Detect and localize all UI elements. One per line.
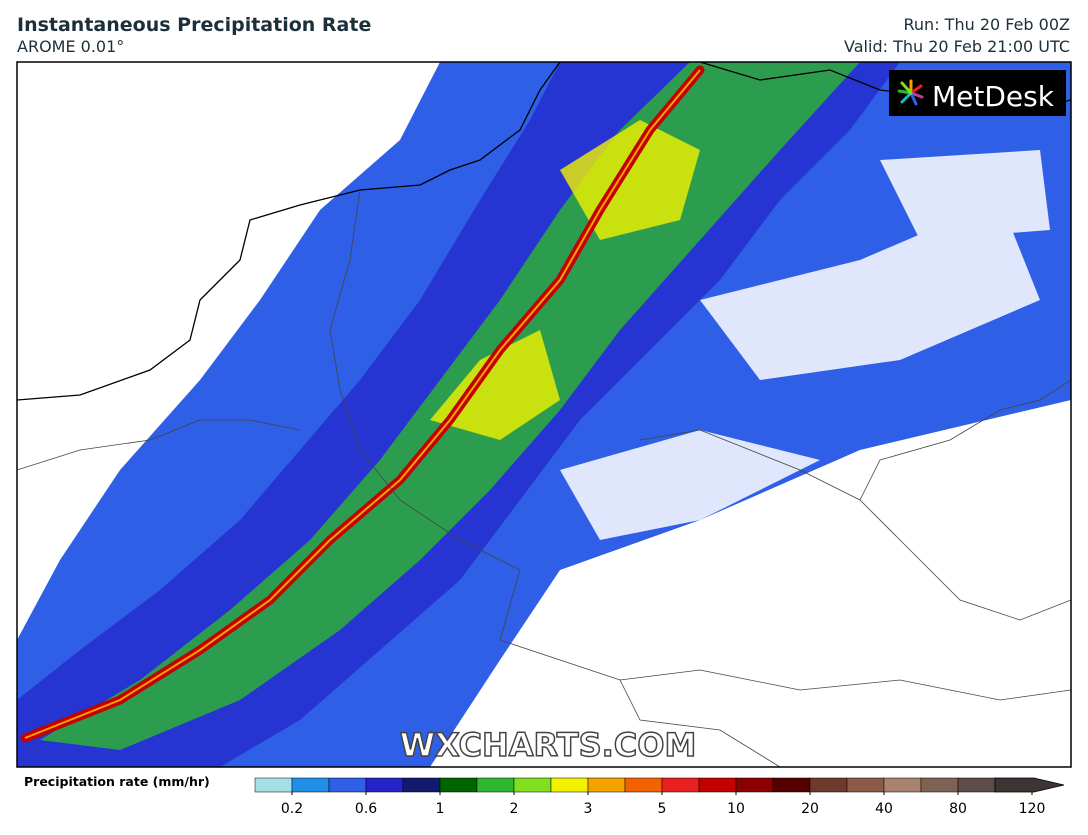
colorbar-tick-label: 80 <box>949 801 967 817</box>
colorbar-swatch <box>550 777 589 793</box>
coastlines <box>17 62 1071 401</box>
logo-text: MetDesk <box>932 80 1055 113</box>
colorbar-tick-label: 1 <box>436 801 445 817</box>
colorbar-tick-label: 40 <box>875 801 893 817</box>
colorbar-swatch <box>328 777 367 793</box>
colorbar-swatch <box>402 777 441 793</box>
colorbar-label: Precipitation rate (mm/hr) <box>24 774 210 789</box>
precip-front <box>20 65 705 743</box>
precip-moderate <box>17 62 900 767</box>
map-frame <box>16 61 1072 768</box>
map-background <box>17 62 1071 767</box>
colorbar-swatch <box>365 777 404 793</box>
colorbar-tick-label: 5 <box>658 801 667 817</box>
colorbar-swatch <box>735 777 774 793</box>
valid-time: Valid: Thu 20 Feb 21:00 UTC <box>844 37 1070 56</box>
watermark: WXCHARTS.COM <box>400 726 697 764</box>
colorbar-swatch <box>624 777 663 793</box>
logo-box <box>889 70 1066 116</box>
precip-light <box>17 62 1071 767</box>
colorbar-swatch <box>698 777 737 793</box>
colorbar-swatch <box>513 777 552 793</box>
colorbar-tick-label: 0.2 <box>281 801 303 817</box>
run-time: Run: Thu 20 Feb 00Z <box>903 15 1070 34</box>
colorbar-swatch <box>957 777 996 793</box>
colorbar: 0.2 0.6 1 2 3 5 10 20 40 80 120 <box>254 777 1065 817</box>
colorbar-tick-label: 10 <box>727 801 745 817</box>
logo-icon <box>897 79 924 106</box>
colorbar-swatch <box>920 777 959 793</box>
colorbar-swatch <box>661 777 700 793</box>
colorbar-swatch <box>883 777 922 793</box>
colorbar-swatch <box>587 777 626 793</box>
model-name: AROME 0.01° <box>17 37 125 56</box>
colorbar-swatch <box>809 777 848 793</box>
colorbar-arrow <box>994 777 1065 793</box>
colorbar-swatch <box>476 777 515 793</box>
precip-intense <box>430 120 700 440</box>
map <box>17 62 1071 767</box>
colorbar-tick-label: 20 <box>801 801 819 817</box>
colorbar-tick-label: 2 <box>510 801 519 817</box>
precip-gaps <box>560 150 1050 540</box>
colorbar-tick-label: 120 <box>1019 801 1046 817</box>
precip-front-edge <box>24 69 701 739</box>
colorbar-swatch <box>846 777 885 793</box>
colorbar-swatch <box>772 777 811 793</box>
colorbar-tick-label: 0.6 <box>355 801 377 817</box>
colorbar-tick-label: 3 <box>584 801 593 817</box>
colorbar-swatch <box>254 777 293 793</box>
title: Instantaneous Precipitation Rate <box>17 14 372 36</box>
precip-heavy <box>40 62 860 750</box>
colorbar-swatch <box>291 777 330 793</box>
borders <box>17 189 1071 767</box>
colorbar-swatch <box>439 777 478 793</box>
